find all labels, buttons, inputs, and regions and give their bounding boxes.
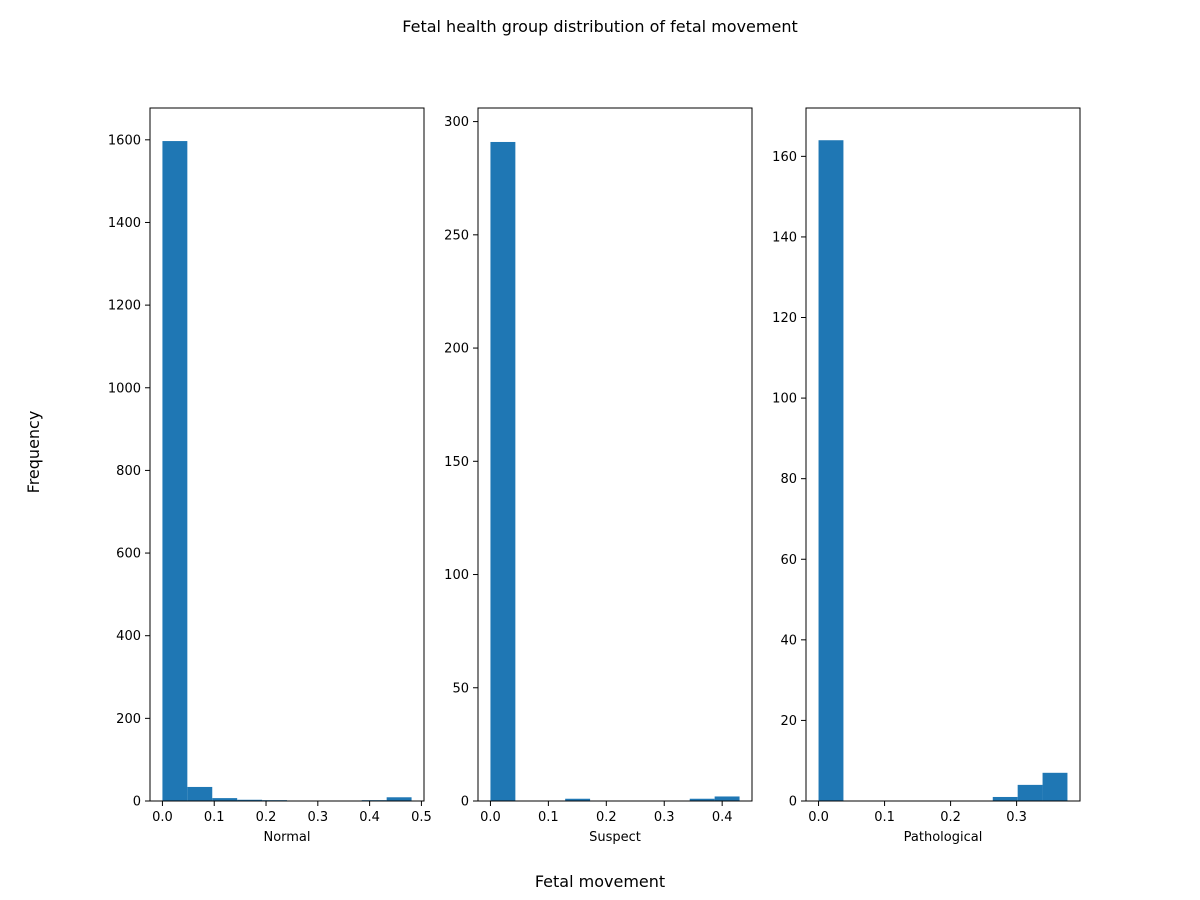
y-tick-label: 1000 (108, 381, 141, 396)
x-tick-label: 0.2 (596, 810, 617, 825)
subplot-1: 0.0 0.1 0.2 0.3 0.4 0 50 100 150 200 250 300 Suspect (444, 107, 753, 845)
y-tick-label: 200 (116, 712, 141, 727)
y-tick-label: 1400 (108, 216, 141, 231)
x-tick-label: 0.2 (256, 810, 277, 825)
x-tick-label: 0.3 (1006, 810, 1027, 825)
histogram-bar (689, 798, 715, 801)
plot-frame (477, 107, 753, 802)
y-tick-label: 800 (116, 464, 141, 479)
x-axis-label: Normal (263, 830, 310, 845)
y-tick-label: 100 (444, 568, 469, 583)
histogram-bar (237, 799, 263, 801)
x-tick-label: 0.2 (940, 810, 961, 825)
histogram-bar (818, 140, 844, 802)
y-tick-label: 300 (444, 115, 469, 130)
y-tick-label: 50 (452, 681, 469, 696)
figure-ylabel: Frequency (24, 411, 43, 494)
histogram-bar (565, 798, 591, 801)
y-tick-label: 100 (772, 392, 797, 407)
x-tick-label: 0.0 (808, 810, 829, 825)
y-tick-label: 20 (780, 714, 797, 729)
subplot-2: 0.0 0.1 0.2 0.3 0 20 40 60 80 100 120 140 160 Patholo… (772, 107, 1081, 845)
y-tick-label: 150 (444, 455, 469, 470)
x-tick-label: 0.5 (411, 810, 432, 825)
plot-frame (805, 107, 1081, 802)
x-tick-label: 0.0 (152, 810, 173, 825)
subplot-0: 0.0 0.1 0.2 0.3 0.4 0.5 0 200 400 600 800 1000 1200 1… (108, 107, 432, 845)
plot-frame (149, 107, 425, 802)
y-tick-label: 80 (780, 472, 797, 487)
y-tick-label: 0 (789, 795, 797, 810)
histogram-bar (162, 141, 188, 801)
y-tick-label: 200 (444, 342, 469, 357)
y-tick-label: 1600 (108, 133, 141, 148)
histogram-bar (1017, 784, 1043, 801)
figure-title: Fetal health group distribution of fetal… (402, 17, 797, 36)
y-tick-label: 40 (780, 633, 797, 648)
y-tick-label: 140 (772, 230, 797, 245)
y-tick-label: 0 (461, 795, 469, 810)
y-tick-label: 1200 (108, 299, 141, 314)
x-tick-label: 0.1 (204, 810, 225, 825)
x-tick-label: 0.3 (654, 810, 675, 825)
x-tick-label: 0.1 (874, 810, 895, 825)
histogram-bar (1042, 772, 1068, 801)
subplots: 0.0 0.1 0.2 0.3 0.4 0.50200400600800100012001… (108, 107, 1081, 845)
histogram-bar (714, 796, 740, 801)
y-tick-label: 400 (116, 629, 141, 644)
x-axis-label: Pathological (904, 830, 983, 845)
histogram-bar (187, 786, 213, 801)
y-tick-label: 60 (780, 553, 797, 568)
x-tick-label: 0.4 (712, 810, 733, 825)
histogram-bar (212, 798, 238, 801)
y-tick-label: 0 (133, 795, 141, 810)
x-tick-label: 0.1 (538, 810, 559, 825)
histogram-bar (992, 796, 1018, 801)
y-tick-label: 250 (444, 228, 469, 243)
x-tick-label: 0.3 (307, 810, 328, 825)
histogram-bar (490, 141, 516, 802)
y-tick-label: 160 (772, 150, 797, 165)
y-tick-label: 120 (772, 311, 797, 326)
x-axis-label: Suspect (589, 830, 641, 845)
x-tick-label: 0.0 (480, 810, 501, 825)
figure-xlabel: Fetal movement (535, 872, 665, 891)
histogram-bar (386, 797, 412, 801)
y-tick-label: 600 (116, 547, 141, 562)
x-tick-label: 0.4 (359, 810, 380, 825)
